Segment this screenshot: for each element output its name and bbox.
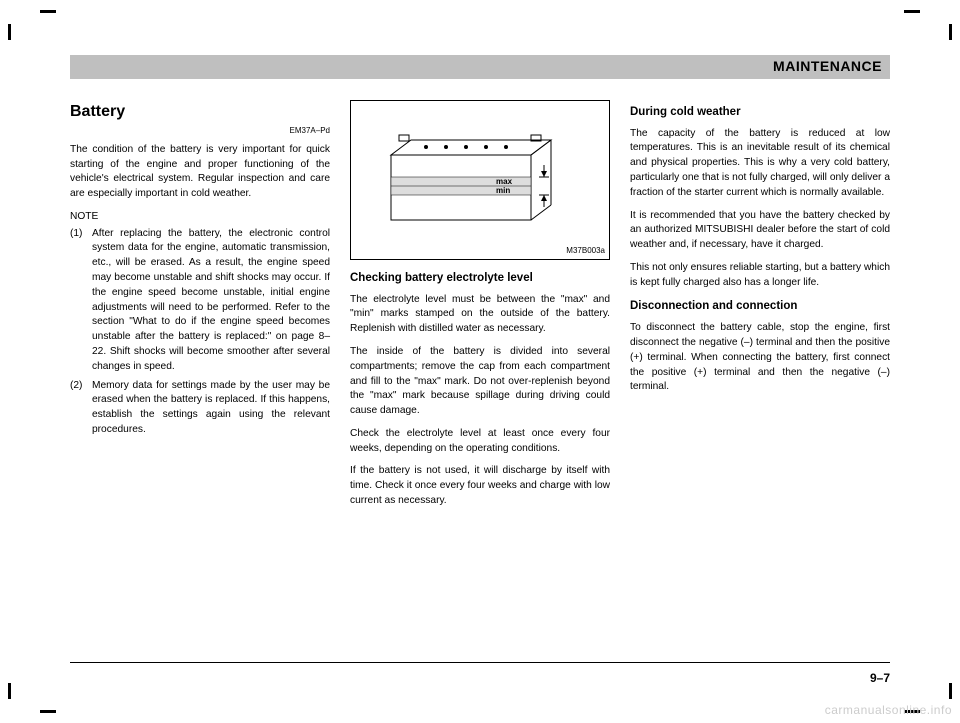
crop-mark: [40, 10, 56, 13]
note-number: (2): [70, 379, 92, 438]
subhead-disconnection: Disconnection and connection: [630, 298, 890, 315]
paragraph: This not only ensures reliable starting,…: [630, 261, 890, 291]
paragraph: To disconnect the battery cable, stop th…: [630, 321, 890, 395]
note-text: Memory data for settings made by the use…: [92, 379, 330, 438]
footer-rule: [70, 662, 890, 663]
subhead-cold-weather: During cold weather: [630, 104, 890, 121]
note-item: (1) After replacing the battery, the ele…: [70, 227, 330, 375]
section-heading-battery: Battery: [70, 100, 330, 123]
crop-mark: [40, 710, 56, 713]
note-list: (1) After replacing the battery, the ele…: [70, 227, 330, 438]
page-number: 9–7: [870, 671, 890, 685]
crop-mark: [949, 683, 952, 699]
paragraph: The inside of the battery is divided int…: [350, 345, 610, 419]
note-text: After replacing the battery, the electro…: [92, 227, 330, 375]
paragraph: It is recommended that you have the batt…: [630, 209, 890, 253]
fig-min-label: min: [496, 186, 510, 195]
subhead-checking-level: Checking battery electrolyte level: [350, 270, 610, 287]
crop-mark: [8, 683, 11, 699]
column-3: During cold weather The capacity of the …: [630, 100, 890, 643]
paragraph: Check the electrolyte level at least onc…: [350, 427, 610, 457]
paragraph: The capacity of the battery is reduced a…: [630, 127, 890, 201]
figure-label: M37B003a: [566, 245, 605, 257]
note-label: NOTE: [70, 210, 330, 225]
header-title: MAINTENANCE: [773, 58, 882, 74]
content-columns: Battery EM37A–Pd The condition of the ba…: [70, 100, 890, 643]
column-2: max min M37B003a Checking battery electr…: [350, 100, 610, 643]
note-number: (1): [70, 227, 92, 375]
battery-diagram-icon: max min: [381, 115, 581, 245]
column-1: Battery EM37A–Pd The condition of the ba…: [70, 100, 330, 643]
battery-figure: max min M37B003a: [350, 100, 610, 260]
crop-mark: [904, 10, 920, 13]
crop-mark: [8, 24, 11, 40]
crop-mark: [949, 24, 952, 40]
intro-paragraph: The condition of the battery is very imp…: [70, 143, 330, 202]
paragraph: The electrolyte level must be between th…: [350, 293, 610, 337]
paragraph: If the battery is not used, it will disc…: [350, 464, 610, 508]
watermark: carmanualsonline.info: [825, 703, 952, 717]
reference-code: EM37A–Pd: [70, 125, 330, 137]
note-item: (2) Memory data for settings made by the…: [70, 379, 330, 438]
header-bar: MAINTENANCE: [70, 55, 890, 79]
fig-max-label: max: [496, 177, 513, 186]
